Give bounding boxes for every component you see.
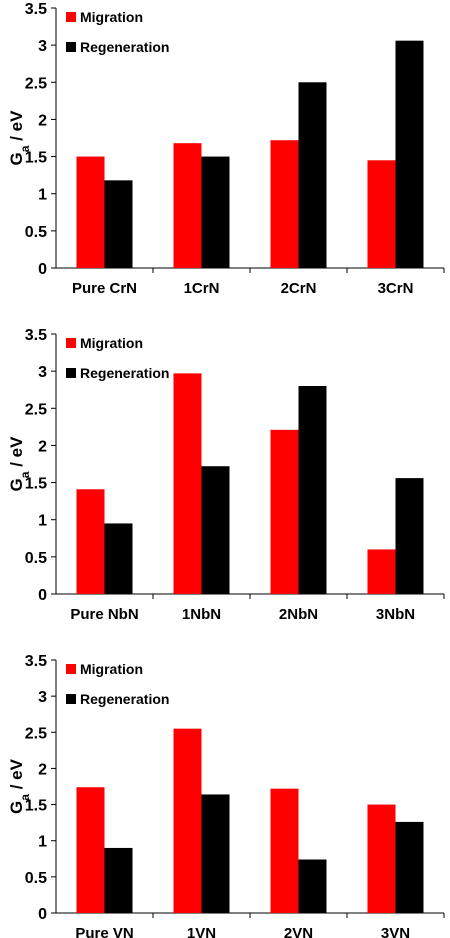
legend-swatch-regeneration <box>66 694 76 704</box>
legend-swatch-regeneration <box>66 368 76 378</box>
y-tick-label: 0.5 <box>25 550 47 567</box>
bar-regeneration-pure-nbn <box>104 523 133 594</box>
y-axis-title: Ga / eV <box>7 758 32 814</box>
y-tick-label: 3 <box>38 689 47 706</box>
y-tick-label: 1.5 <box>25 150 47 167</box>
y-axis-title-unit: / eV <box>7 110 26 146</box>
x-category-label: 3VN <box>381 925 410 938</box>
y-tick-label: 2 <box>38 761 47 778</box>
y-tick-label: 0 <box>38 261 47 278</box>
y-axis-title: Ga / eV <box>7 110 32 166</box>
x-category-label: 2CrN <box>281 280 317 297</box>
x-category-label: Pure VN <box>75 925 133 938</box>
legend-label-migration: Migration <box>80 9 143 25</box>
y-tick-label: 0.5 <box>25 870 47 887</box>
y-tick-label: 2.5 <box>25 401 47 418</box>
x-category-label: 2VN <box>284 925 313 938</box>
y-axis-title-main: G <box>7 801 26 814</box>
y-axis-title-main: G <box>7 478 26 491</box>
bar-regeneration-3vn <box>395 821 424 913</box>
y-tick-label: 2.5 <box>25 725 47 742</box>
y-tick-label: 1 <box>38 513 47 530</box>
x-category-label: Pure CrN <box>72 280 137 297</box>
bar-migration-1vn <box>173 728 202 913</box>
bar-migration-1crn <box>173 143 202 268</box>
legend-label-regeneration: Regeneration <box>80 691 169 707</box>
legend-swatch-migration <box>66 12 76 22</box>
bar-regeneration-1vn <box>201 794 230 913</box>
bar-migration-1nbn <box>173 373 202 594</box>
legend-swatch-regeneration <box>66 42 76 52</box>
y-tick-label: 3 <box>38 38 47 55</box>
y-axis-title-subscript: a <box>18 471 32 478</box>
bar-regeneration-2vn <box>298 859 327 913</box>
bar-migration-pure-nbn <box>76 489 105 594</box>
y-tick-label: 0.5 <box>25 224 47 241</box>
bar-regeneration-pure-crn <box>104 180 133 268</box>
y-tick-label: 0 <box>38 906 47 923</box>
bar-migration-2crn <box>270 140 299 268</box>
x-category-label: 3NbN <box>376 606 415 623</box>
y-tick-label: 1 <box>38 834 47 851</box>
y-tick-label: 3.5 <box>25 653 47 670</box>
x-category-label: 1CrN <box>184 280 220 297</box>
chart-panel-3: 0 0.5 1 1.5 2 2.5 3 3.5 Pure VN 1VN 2VN 3VN Ga / eV M… <box>7 653 445 938</box>
y-axis-title-subscript: a <box>18 145 32 152</box>
bar-migration-3vn <box>367 804 396 913</box>
bar-regeneration-3nbn <box>395 478 424 594</box>
bar-regeneration-pure-vn <box>104 847 133 913</box>
bar-migration-3nbn <box>367 549 396 594</box>
y-axis-title: Ga / eV <box>7 436 32 492</box>
bar-regeneration-1crn <box>201 156 230 268</box>
x-category-label: 2NbN <box>279 606 318 623</box>
y-tick-label: 1 <box>38 187 47 204</box>
bar-migration-2vn <box>270 788 299 913</box>
chart-panel-2: 0 0.5 1 1.5 2 2.5 3 3.5 Pure NbN 1NbN 2NbN 3NbN Ga /… <box>7 327 445 623</box>
bar-regeneration-3crn <box>395 40 424 268</box>
legend-label-regeneration: Regeneration <box>80 365 169 381</box>
y-tick-label: 3.5 <box>25 327 47 344</box>
bar-regeneration-2nbn <box>298 386 327 594</box>
y-axis-title-main: G <box>7 152 26 165</box>
y-axis-title-unit: / eV <box>7 758 26 794</box>
legend-label-migration: Migration <box>80 335 143 351</box>
bar-regeneration-2crn <box>298 82 327 269</box>
y-tick-label: 3.5 <box>25 1 47 18</box>
legend-swatch-migration <box>66 338 76 348</box>
x-category-label: 3CrN <box>378 280 414 297</box>
y-axis-title-subscript: a <box>18 794 32 801</box>
x-category-label: Pure NbN <box>70 606 138 623</box>
x-category-label: 1NbN <box>182 606 221 623</box>
bar-migration-pure-crn <box>76 156 105 268</box>
bar-regeneration-1nbn <box>201 466 230 594</box>
y-axis-title-unit: / eV <box>7 436 26 472</box>
y-tick-label: 1.5 <box>25 476 47 493</box>
bar-migration-pure-vn <box>76 787 105 913</box>
x-category-label: 1VN <box>187 925 216 938</box>
chart-panel-1: 0 0.5 1 1.5 2 2.5 3 3.5 Pure CrN 1CrN 2CrN 3CrN Ga /… <box>7 1 445 297</box>
y-tick-label: 1.5 <box>25 798 47 815</box>
legend-label-regeneration: Regeneration <box>80 39 169 55</box>
bar-migration-3crn <box>367 160 396 268</box>
y-tick-label: 2.5 <box>25 75 47 92</box>
legend-label-migration: Migration <box>80 661 143 677</box>
y-tick-label: 0 <box>38 587 47 604</box>
legend-swatch-migration <box>66 664 76 674</box>
y-tick-label: 3 <box>38 364 47 381</box>
bar-migration-2nbn <box>270 429 299 594</box>
y-tick-label: 2 <box>38 438 47 455</box>
y-tick-label: 2 <box>38 112 47 129</box>
